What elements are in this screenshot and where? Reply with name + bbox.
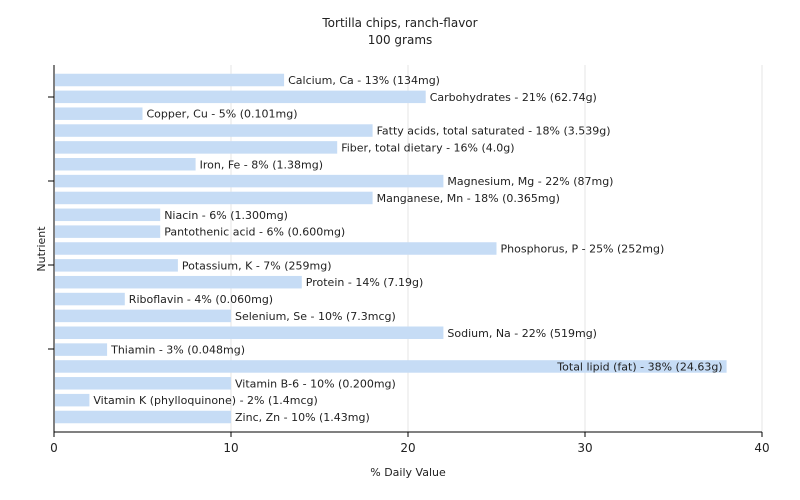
bar-14 [55, 309, 231, 323]
bar-label-8: Niacin - 6% (1.300mg) [164, 209, 288, 222]
x-tick-label-0: 0 [50, 441, 58, 455]
bar-label-12: Protein - 14% (7.19g) [306, 276, 424, 289]
bar-2 [55, 107, 143, 120]
bar-5 [55, 158, 196, 171]
bar-4 [55, 141, 338, 154]
axis-layer: 0 10 20 30 40 [48, 65, 770, 455]
bar-6 [55, 174, 444, 188]
x-axis-label: % Daily Value [370, 466, 446, 479]
bar-label-18: Vitamin B-6 - 10% (0.200mg) [235, 377, 396, 390]
bar-label-13: Riboflavin - 4% (0.060mg) [129, 293, 273, 306]
x-tick-label-1: 10 [223, 441, 238, 455]
bar-label-17: Total lipid (fat) - 38% (24.63g) [556, 360, 722, 373]
bar-label-14: Selenium, Se - 10% (7.3mcg) [235, 310, 396, 323]
x-tick-label-3: 30 [577, 441, 592, 455]
x-tick-label-4: 40 [754, 441, 769, 455]
bar-label-15: Sodium, Na - 22% (519mg) [447, 327, 597, 340]
bar-label-3: Fatty acids, total saturated - 18% (3.53… [377, 125, 611, 138]
bar-label-10: Phosphorus, P - 25% (252mg) [501, 243, 665, 256]
chart-title: Tortilla chips, ranch-flavor [321, 16, 477, 30]
bar-label-6: Magnesium, Mg - 22% (87mg) [447, 175, 613, 188]
bar-label-19: Vitamin K (phylloquinone) - 2% (1.4mcg) [93, 394, 317, 407]
bar-1 [55, 90, 426, 104]
bar-layer: Calcium, Ca - 13% (134mg) Carbohydrates -… [55, 73, 727, 424]
bar-9 [55, 225, 161, 238]
bar-19 [55, 393, 90, 407]
x-tick-label-2: 20 [400, 441, 415, 455]
bar-label-7: Manganese, Mn - 18% (0.365mg) [377, 192, 560, 205]
bar-13 [55, 292, 125, 306]
bar-11 [55, 259, 178, 272]
bar-label-0: Calcium, Ca - 13% (134mg) [288, 74, 440, 87]
bar-12 [55, 275, 302, 289]
bar-label-1: Carbohydrates - 21% (62.74g) [430, 91, 597, 104]
bar-7 [55, 191, 373, 205]
bar-label-20: Zinc, Zn - 10% (1.43mg) [235, 411, 370, 424]
bar-label-4: Fiber, total dietary - 16% (4.0g) [341, 141, 514, 154]
bar-label-2: Copper, Cu - 5% (0.101mg) [147, 108, 298, 121]
y-axis-label: Nutrient [35, 226, 48, 272]
chart-subtitle: 100 grams [368, 33, 433, 47]
bar-3 [55, 124, 373, 137]
bar-20 [55, 410, 231, 424]
bar-15 [55, 326, 444, 339]
bar-label-9: Pantothenic acid - 6% (0.600mg) [164, 226, 345, 239]
bar-label-5: Iron, Fe - 8% (1.38mg) [200, 158, 323, 171]
bar-17 [55, 360, 727, 373]
bar-16 [55, 343, 108, 356]
bar-label-11: Potassium, K - 7% (259mg) [182, 259, 332, 272]
bar-label-16: Thiamin - 3% (0.048mg) [110, 344, 245, 357]
bar-10 [55, 242, 497, 255]
bar-18 [55, 377, 231, 390]
bar-8 [55, 208, 161, 222]
bar-0 [55, 73, 285, 87]
